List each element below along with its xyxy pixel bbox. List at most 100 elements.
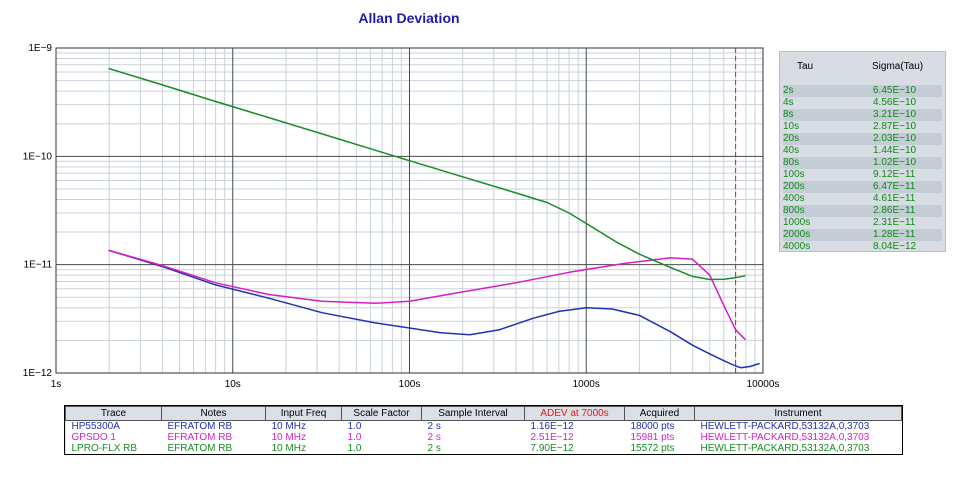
- legend-cell: 15572 pts: [630, 443, 675, 454]
- legend-cell: 10 MHz: [271, 443, 306, 454]
- sigma-value: 4.61E−11: [873, 193, 916, 204]
- tau-value: 800s: [783, 205, 805, 216]
- series-line-gpsdo-1: [108, 249, 746, 340]
- legend-row: GPSDO 1 EFRATOM RB 10 MHz 1.0 2 s 2.51E−12 159…: [66, 432, 902, 443]
- sigma-value: 1.44E−10: [873, 145, 917, 156]
- x-tick-label: 10000s: [747, 379, 780, 390]
- tau-row: 4000s 8.04E−12: [783, 241, 942, 253]
- sigma-value: 3.21E−10: [873, 109, 917, 120]
- tau-row: 2s 6.45E−10: [783, 85, 942, 97]
- tau-value: 4s: [783, 97, 794, 108]
- tau-value: 10s: [783, 121, 800, 132]
- tau-row: 800s 2.86E−11: [783, 205, 942, 217]
- legend-cell: EFRATOM RB: [167, 443, 233, 454]
- legend-row: LPRO-FLX RB EFRATOM RB 10 MHz 1.0 2 s 7.90E−1…: [66, 443, 902, 454]
- sigma-value: 2.03E−10: [873, 133, 917, 144]
- tau-value: 100s: [783, 169, 805, 180]
- legend-cell: EFRATOM RB: [167, 421, 233, 432]
- sigma-value: 2.87E−10: [873, 121, 917, 132]
- x-tick-label: 100s: [399, 379, 421, 390]
- legend-cell: 1.16E−12: [530, 421, 574, 432]
- legend-cell: 1.0: [347, 432, 362, 443]
- sigma-value: 6.45E−10: [873, 85, 917, 96]
- tau-value: 200s: [783, 181, 805, 192]
- tau-header: Tau: [797, 61, 814, 72]
- plot-border: [55, 47, 764, 374]
- tau-value: 20s: [783, 133, 800, 144]
- y-tick-label: 1E−12: [23, 368, 53, 379]
- legend-header-cell: Instrument: [694, 406, 902, 421]
- legend-cell: LPRO-FLX RB: [71, 443, 138, 454]
- tau-table-header: Tau Sigma(Tau): [780, 61, 945, 75]
- tau-row: 80s 1.02E−10: [783, 157, 942, 169]
- x-tick-label: 10s: [225, 379, 241, 390]
- tau-sigma-table: Tau Sigma(Tau) 2s 6.45E−10 4s 4.56E−10 8s 3.2…: [779, 51, 946, 252]
- sigma-value: 1.02E−10: [873, 157, 917, 168]
- x-tick-label: 1s: [51, 379, 62, 390]
- legend-cell: 7.90E−12: [530, 443, 574, 454]
- tau-row: 200s 6.47E−11: [783, 181, 942, 193]
- tau-value: 1000s: [783, 217, 811, 228]
- legend-cell: 18000 pts: [630, 421, 675, 432]
- legend-header-cell: Input Freq: [265, 406, 342, 421]
- tau-row: 1000s 2.31E−11: [783, 217, 942, 229]
- legend-cell: EFRATOM RB: [167, 432, 233, 443]
- legend-cell: 2 s: [427, 432, 441, 443]
- sigma-value: 1.28E−11: [873, 229, 916, 240]
- sigma-value: 6.47E−11: [873, 181, 916, 192]
- sigma-value: 4.56E−10: [873, 97, 917, 108]
- legend-cell: 1.0: [347, 443, 362, 454]
- y-tick-label: 1E−11: [24, 260, 53, 271]
- sigma-value: 9.12E−11: [873, 169, 916, 180]
- tau-value: 2000s: [783, 229, 811, 240]
- tau-table-rows: 2s 6.45E−10 4s 4.56E−10 8s 3.21E−10 10s 2.87E−1…: [783, 85, 942, 253]
- legend-cell: HEWLETT-PACKARD,53132A,0,3703: [700, 432, 870, 443]
- y-tick-label: 1E−9: [28, 43, 52, 54]
- legend-cell: HP55300A: [71, 421, 120, 432]
- legend-row: HP55300A EFRATOM RB 10 MHz 1.0 2 s 1.16E−12 18…: [66, 421, 902, 433]
- x-tick-label: 1000s: [573, 379, 600, 390]
- legend-cell: 1.0: [347, 421, 362, 432]
- tau-row: 10s 2.87E−10: [783, 121, 942, 133]
- y-tick-label: 1E−10: [23, 151, 53, 162]
- legend-body: HP55300A EFRATOM RB 10 MHz 1.0 2 s 1.16E−12 18…: [65, 420, 902, 454]
- tau-value: 2s: [783, 85, 794, 96]
- tau-value: 80s: [783, 157, 800, 168]
- legend-header-cell: Scale Factor: [341, 406, 422, 421]
- legend-header-cell: ADEV at 7000s: [524, 406, 625, 421]
- sigma-value: 8.04E−12: [873, 241, 917, 252]
- legend-cell: 2 s: [427, 421, 441, 432]
- legend-header-cell: Trace: [65, 406, 162, 421]
- legend-cell: 15981 pts: [630, 432, 675, 443]
- tau-row: 8s 3.21E−10: [783, 109, 942, 121]
- tau-value: 4000s: [783, 241, 811, 252]
- legend-cell: 2 s: [427, 443, 441, 454]
- sigma-value: 2.86E−11: [873, 205, 916, 216]
- tau-row: 4s 4.56E−10: [783, 97, 942, 109]
- legend-cell: 10 MHz: [271, 421, 306, 432]
- legend-cell: HEWLETT-PACKARD,53132A,0,3703: [700, 421, 870, 432]
- tau-value: 400s: [783, 193, 805, 204]
- tau-value: 40s: [783, 145, 800, 156]
- series-line-hp55300a: [108, 249, 760, 369]
- tau-row: 20s 2.03E−10: [783, 133, 942, 145]
- legend-cell: GPSDO 1: [71, 432, 116, 443]
- legend-cell: 10 MHz: [271, 432, 306, 443]
- tau-row: 2000s 1.28E−11: [783, 229, 942, 241]
- series-line-lpro-flx-rb: [108, 67, 746, 281]
- tau-row: 40s 1.44E−10: [783, 145, 942, 157]
- tau-row: 400s 4.61E−11: [783, 193, 942, 205]
- legend-header-cell: Acquired: [624, 406, 695, 421]
- tau-value: 8s: [783, 109, 794, 120]
- trace-legend-table: Trace Notes Input Freq Scale Factor Sample I…: [64, 405, 903, 455]
- legend-header-row: Trace Notes Input Freq Scale Factor Sample I…: [65, 406, 902, 421]
- legend-cell: 2.51E−12: [530, 432, 574, 443]
- sigma-header: Sigma(Tau): [872, 61, 924, 72]
- tau-row: 100s 9.12E−11: [783, 169, 942, 181]
- legend-header-cell: Notes: [161, 406, 266, 421]
- sigma-value: 2.31E−11: [873, 217, 916, 228]
- legend-cell: HEWLETT-PACKARD,53132A,0,3703: [700, 443, 870, 454]
- legend-header-cell: Sample Interval: [421, 406, 525, 421]
- chart-title: Allan Deviation: [358, 10, 460, 26]
